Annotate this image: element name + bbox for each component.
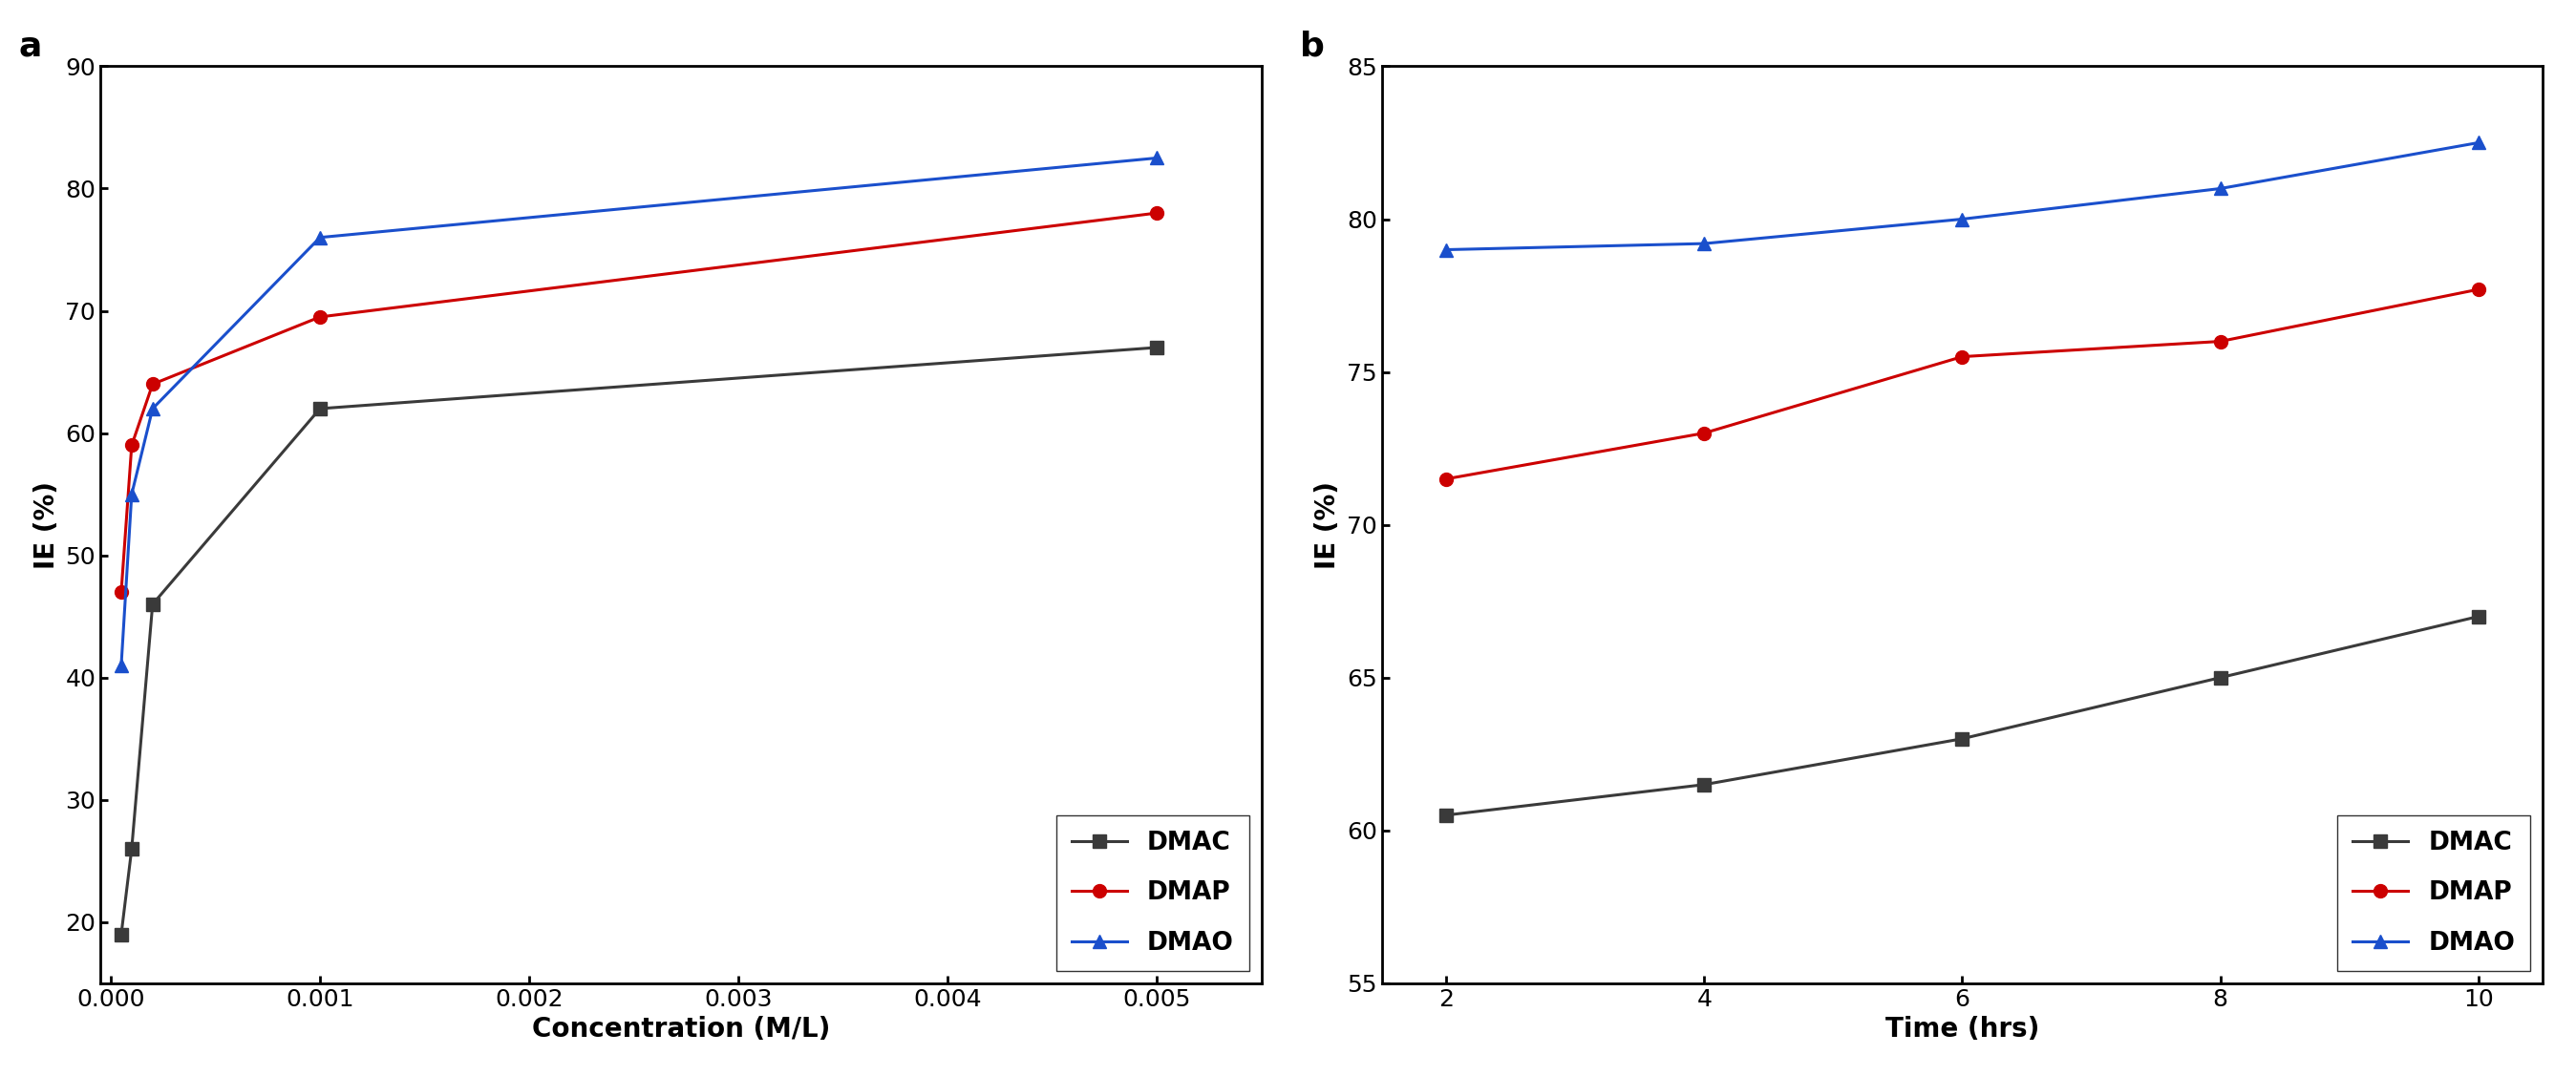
- DMAO: [106, 659, 137, 671]
- DMAC: [116, 843, 147, 855]
- DMAC: [304, 402, 335, 415]
- DMAC: [1690, 778, 1721, 791]
- DMAC: [1141, 341, 1172, 354]
- DMAO: [116, 487, 147, 500]
- Y-axis label: IE (%): IE (%): [1314, 481, 1342, 569]
- DMAP: [1690, 426, 1721, 439]
- DMAP: [2463, 283, 2494, 296]
- DMAP: [106, 585, 137, 598]
- DMAP: [1141, 207, 1172, 220]
- Text: a: a: [18, 30, 41, 62]
- DMAC: [2205, 671, 2236, 684]
- X-axis label: Time (hrs): Time (hrs): [1886, 1016, 2040, 1043]
- DMAC: [2463, 610, 2494, 623]
- DMAC: [137, 598, 167, 611]
- DMAP: [1947, 350, 1978, 363]
- DMAO: [304, 231, 335, 244]
- DMAO: [137, 402, 167, 415]
- Line: DMAP: DMAP: [113, 207, 1164, 598]
- Line: DMAO: DMAO: [1440, 136, 2486, 256]
- Y-axis label: IE (%): IE (%): [33, 481, 59, 569]
- Line: DMAC: DMAC: [1440, 610, 2486, 822]
- DMAO: [1141, 152, 1172, 165]
- DMAO: [2205, 182, 2236, 195]
- DMAC: [1947, 733, 1978, 746]
- X-axis label: Concentration (M/L): Concentration (M/L): [531, 1016, 829, 1043]
- Text: b: b: [1301, 30, 1324, 62]
- Line: DMAP: DMAP: [1440, 283, 2486, 485]
- DMAO: [1947, 213, 1978, 226]
- DMAC: [1430, 809, 1461, 822]
- Legend: DMAC, DMAP, DMAO: DMAC, DMAP, DMAO: [1056, 816, 1249, 971]
- DMAP: [1430, 472, 1461, 485]
- DMAO: [2463, 137, 2494, 150]
- DMAP: [137, 378, 167, 391]
- DMAP: [304, 311, 335, 324]
- DMAO: [1690, 237, 1721, 250]
- Legend: DMAC, DMAP, DMAO: DMAC, DMAP, DMAO: [2336, 816, 2530, 971]
- Line: DMAO: DMAO: [113, 152, 1164, 672]
- Line: DMAC: DMAC: [113, 341, 1164, 942]
- DMAP: [2205, 335, 2236, 348]
- DMAC: [106, 928, 137, 940]
- DMAP: [116, 439, 147, 452]
- DMAO: [1430, 243, 1461, 256]
